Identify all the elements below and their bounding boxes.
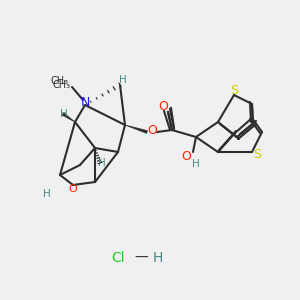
Text: CH₃: CH₃: [53, 80, 71, 90]
Text: H: H: [192, 159, 200, 169]
Text: H: H: [119, 75, 127, 85]
Text: O: O: [158, 100, 168, 113]
Text: Cl: Cl: [111, 251, 125, 265]
Polygon shape: [62, 113, 75, 122]
Text: S: S: [253, 148, 261, 161]
Text: O: O: [181, 151, 191, 164]
Polygon shape: [125, 125, 147, 133]
Text: O: O: [69, 184, 77, 194]
Text: H: H: [60, 109, 68, 119]
Text: H: H: [43, 189, 51, 199]
Text: S: S: [230, 83, 238, 97]
Text: N: N: [80, 95, 90, 109]
Text: CH₃: CH₃: [51, 76, 69, 86]
Text: —: —: [134, 251, 148, 265]
Text: O: O: [147, 124, 157, 136]
Text: H: H: [153, 251, 163, 265]
Text: H: H: [98, 158, 106, 168]
